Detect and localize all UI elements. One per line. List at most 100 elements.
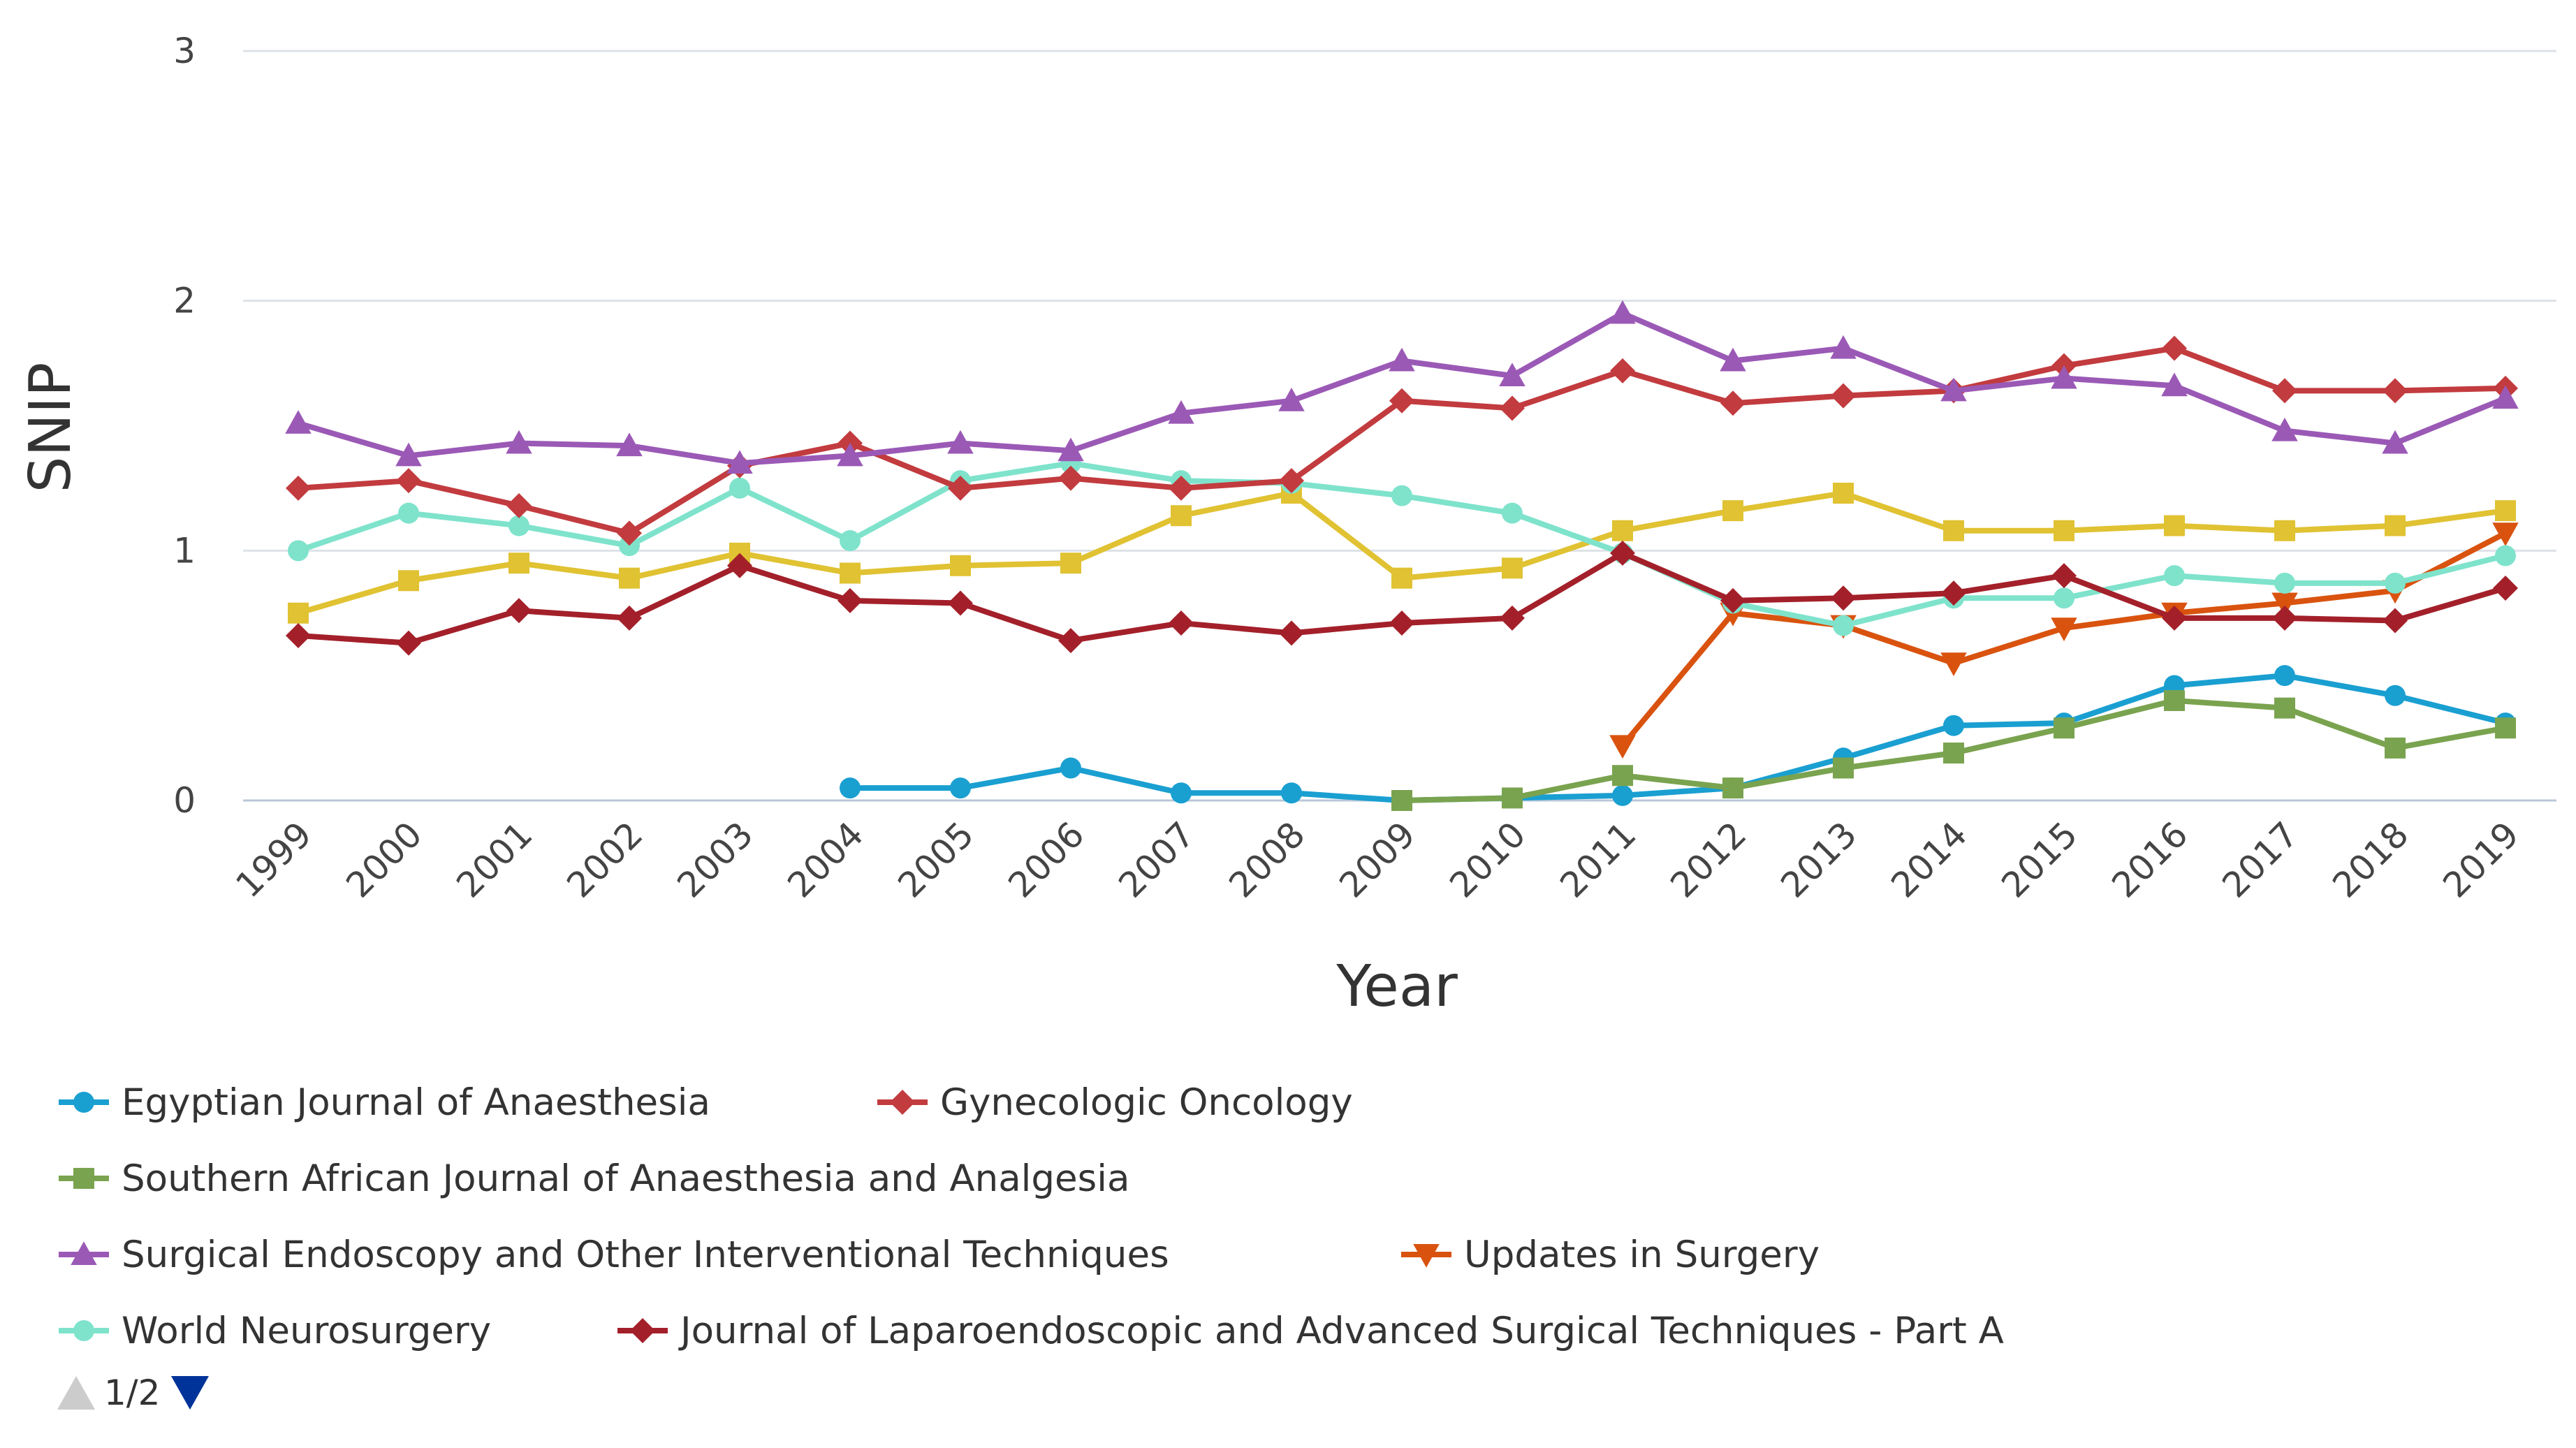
- y-tick-label: 0: [173, 780, 196, 821]
- data-point-square: [1612, 520, 1633, 541]
- data-point-triangle-up: [1830, 335, 1857, 359]
- legend-item[interactable]: World Neurosurgery: [59, 1310, 491, 1352]
- gridlines: [243, 50, 2556, 802]
- data-point-diamond: [727, 553, 752, 578]
- x-tick-label: 2002: [559, 814, 650, 905]
- data-point-triangle-up: [2382, 430, 2408, 454]
- data-point-diamond: [2162, 335, 2187, 361]
- series-lines: [285, 300, 2519, 811]
- data-point-square: [2054, 717, 2074, 739]
- data-point-circle: [2274, 665, 2295, 687]
- x-tick-label: 2018: [2325, 814, 2416, 905]
- x-tick-label: 2006: [1000, 814, 1092, 905]
- data-point-triangle-down: [2051, 617, 2077, 641]
- data-point-square: [1391, 567, 1412, 589]
- data-point-square: [2274, 697, 2295, 719]
- series-line: [288, 453, 2516, 636]
- data-point-square: [1722, 777, 1743, 799]
- legend-label: Southern African Journal of Anaesthesia …: [122, 1157, 1129, 1200]
- data-point-triangle-up: [506, 430, 532, 454]
- data-point-square: [73, 1168, 94, 1189]
- data-point-circle: [1612, 784, 1633, 806]
- data-point-diamond: [506, 492, 532, 518]
- data-point-diamond: [2051, 563, 2077, 589]
- series-path: [847, 673, 2508, 803]
- legend-item[interactable]: Southern African Journal of Anaesthesia …: [59, 1157, 1129, 1200]
- data-point-diamond: [1610, 540, 1635, 566]
- data-point-triangle-down: [2271, 592, 2298, 617]
- x-tick-label: 2011: [1552, 814, 1644, 905]
- y-axis-ticks: 0 1 2 3: [173, 31, 196, 821]
- data-point-triangle-up: [71, 1241, 97, 1265]
- x-tick-label: 2007: [1111, 814, 1202, 905]
- data-point-circle: [840, 530, 861, 552]
- data-point-triangle-up: [2161, 372, 2188, 397]
- data-point-diamond: [1610, 358, 1635, 383]
- data-point-diamond: [1831, 383, 1856, 409]
- data-point-diamond: [1169, 610, 1194, 636]
- data-point-triangle-up: [1058, 437, 1084, 462]
- data-point-diamond: [286, 622, 311, 648]
- series-line: [286, 540, 2518, 656]
- data-point-square: [1833, 483, 1854, 504]
- data-point-diamond: [506, 598, 532, 624]
- data-point-triangle-up: [2271, 417, 2298, 441]
- data-point-circle: [729, 477, 750, 499]
- triangle-down-icon[interactable]: [171, 1376, 209, 1410]
- data-point-triangle-up: [1389, 347, 1415, 372]
- x-tick-label: 2019: [2435, 814, 2526, 905]
- x-tick-label: 2005: [890, 814, 981, 905]
- data-point-triangle-up: [1720, 347, 1746, 372]
- data-point-diamond: [2272, 605, 2297, 631]
- data-point-diamond: [1831, 585, 1856, 611]
- data-point-square: [1833, 757, 1854, 779]
- data-point-diamond: [2493, 575, 2518, 601]
- x-tick-label: 2009: [1331, 814, 1423, 905]
- data-point-circle: [2385, 685, 2406, 706]
- data-point-diamond: [1389, 388, 1414, 414]
- data-point-diamond: [2162, 605, 2187, 631]
- data-point-square: [1502, 787, 1523, 809]
- data-point-diamond: [617, 520, 642, 546]
- data-point-diamond: [948, 475, 973, 501]
- legend-pager-label: 1/2: [104, 1373, 160, 1413]
- data-point-diamond: [2383, 378, 2408, 404]
- data-point-triangle-down: [1413, 1244, 1440, 1268]
- triangle-up-icon[interactable]: [57, 1376, 95, 1410]
- data-point-diamond: [1058, 628, 1083, 654]
- data-point-square: [508, 553, 529, 574]
- data-point-diamond: [1720, 587, 1746, 613]
- y-tick-label: 2: [173, 281, 196, 321]
- data-point-diamond: [1279, 468, 1304, 494]
- legend-item[interactable]: Gynecologic Oncology: [877, 1081, 1353, 1124]
- data-point-square: [2164, 689, 2185, 711]
- data-point-square: [288, 602, 309, 624]
- data-point-circle: [2054, 587, 2074, 609]
- data-point-square: [2495, 500, 2516, 522]
- x-tick-label: 2012: [1662, 814, 1754, 905]
- legend-label: Updates in Surgery: [1464, 1234, 1820, 1276]
- legend-item[interactable]: Surgical Endoscopy and Other Interventio…: [59, 1234, 1169, 1276]
- legend: Egyptian Journal of Anaesthesia Gynecolog…: [59, 1081, 2004, 1352]
- series-line: [840, 665, 2516, 811]
- legend-item[interactable]: Journal of Laparoendoscopic and Advanced…: [617, 1310, 2004, 1352]
- data-point-diamond: [617, 605, 642, 631]
- data-point-triangle-down: [2492, 522, 2519, 547]
- legend-label: Surgical Endoscopy and Other Interventio…: [122, 1234, 1169, 1276]
- legend-item[interactable]: Egyptian Journal of Anaesthesia: [59, 1081, 710, 1124]
- legend-item[interactable]: Updates in Surgery: [1401, 1234, 1820, 1276]
- x-tick-label: 2015: [1993, 814, 2085, 905]
- x-tick-label: 2008: [1221, 814, 1312, 905]
- x-tick-label: 2000: [338, 814, 430, 905]
- data-point-triangle-up: [1168, 400, 1194, 424]
- x-tick-label: 2013: [1773, 814, 1864, 905]
- data-point-square: [1502, 557, 1523, 579]
- data-point-triangle-up: [616, 432, 643, 457]
- data-point-diamond: [396, 468, 421, 494]
- x-axis-title: Year: [1335, 953, 1458, 1020]
- data-point-square: [1171, 505, 1192, 527]
- data-point-square: [2385, 515, 2406, 536]
- data-point-triangle-up: [2051, 365, 2077, 389]
- x-tick-label: 2017: [2214, 814, 2306, 905]
- x-tick-label: 2014: [1883, 814, 1975, 905]
